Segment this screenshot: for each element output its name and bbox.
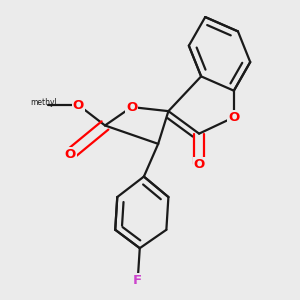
Text: O: O bbox=[64, 148, 76, 160]
Text: F: F bbox=[133, 274, 142, 286]
Text: O: O bbox=[126, 100, 137, 113]
Text: O: O bbox=[194, 158, 205, 171]
Text: methyl: methyl bbox=[30, 98, 57, 107]
Text: O: O bbox=[73, 98, 84, 112]
Text: O: O bbox=[228, 111, 239, 124]
